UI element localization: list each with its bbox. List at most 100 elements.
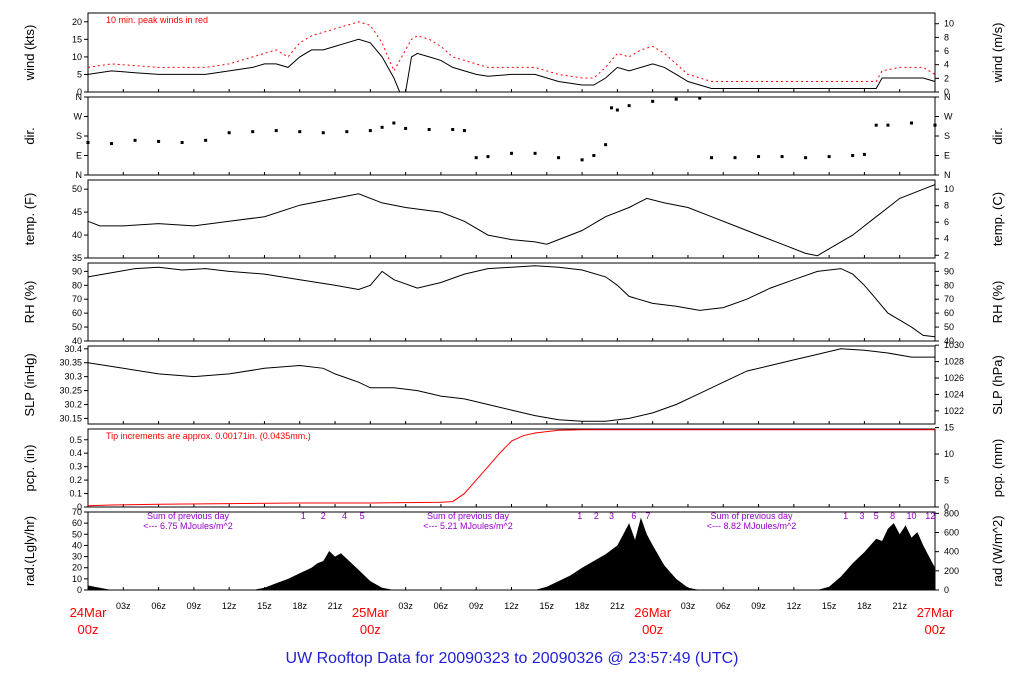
- x-hour-label: 18z: [292, 601, 307, 611]
- rad-hour-marker: 5: [360, 511, 365, 521]
- pcp-ytick-label: 0.2: [69, 475, 82, 485]
- rad-day-sum-title: Sum of previous day: [710, 511, 793, 521]
- pcp-y2tick-label: 10: [944, 449, 954, 459]
- x-hour-label: 06z: [716, 601, 731, 611]
- rh-y2tick-label: 80: [944, 280, 954, 290]
- dir-point: [651, 99, 655, 103]
- dir-y2tick-label: S: [944, 131, 950, 141]
- rad-hour-marker: 12: [925, 511, 935, 521]
- rh-y2tick-label: 90: [944, 266, 954, 276]
- wind-y2label: wind (m/s): [990, 23, 1005, 84]
- slp-y2tick-label: 1028: [944, 357, 964, 367]
- rad-ylabel: rad.(Lgly/hr): [22, 516, 37, 586]
- rad-day-sum-value: <--- 5.21 MJoules/m^2: [423, 521, 513, 531]
- temp-ytick-label: 35: [72, 253, 82, 263]
- dir-point: [862, 152, 866, 156]
- x-hour-label: 09z: [187, 601, 202, 611]
- slp-ytick-label: 30.3: [64, 372, 82, 382]
- slp-ytick-label: 30.35: [59, 358, 82, 368]
- rh-ylabel: RH (%): [22, 281, 37, 324]
- dir-point: [380, 125, 384, 129]
- temp-ytick-label: 50: [72, 184, 82, 194]
- temp-ylabel: temp. (F): [22, 193, 37, 246]
- dir-point: [510, 151, 513, 155]
- x-day-date: 27Mar: [917, 605, 955, 620]
- slp-ytick-label: 30.4: [64, 344, 82, 354]
- pcp-y2tick-label: 15: [944, 423, 954, 433]
- rad-hour-marker: 3: [860, 511, 865, 521]
- wind-ytick-label: 20: [72, 17, 82, 27]
- x-hour-label: 09z: [469, 601, 484, 611]
- pcp-ytick-label: 0: [77, 502, 82, 512]
- x-hour-label: 06z: [151, 601, 166, 611]
- slp-y2label: SLP (hPa): [990, 355, 1005, 415]
- dir-point: [133, 138, 137, 142]
- x-hour-label: 18z: [857, 601, 872, 611]
- rad-day-sum-title: Sum of previous day: [147, 511, 230, 521]
- wind-y2tick-label: 2: [944, 73, 949, 83]
- slp-line: [87, 348, 935, 422]
- dir-ytick-label: S: [76, 131, 82, 141]
- dir-point: [780, 155, 784, 159]
- rh-ytick-label: 50: [72, 322, 82, 332]
- pcp-ytick-label: 0.3: [69, 462, 82, 472]
- x-hour-label: 21z: [328, 601, 343, 611]
- rh-ytick-label: 70: [72, 294, 82, 304]
- dir-point: [580, 158, 584, 162]
- panel-temp: 35 40 45 50 2 4 6 8 10 temp. (F) temp. (C): [22, 179, 1005, 263]
- wind-ytick-label: 0: [77, 87, 82, 97]
- dir-point: [709, 156, 713, 160]
- wind-y2tick-label: 0: [944, 87, 949, 97]
- pcp-ytick-label: 0.4: [69, 448, 82, 458]
- x-hour-label: 12z: [504, 601, 519, 611]
- rad-y2tick-label: 400: [944, 547, 959, 557]
- x-day-date: 24Mar: [70, 605, 108, 620]
- dir-point: [804, 156, 808, 160]
- wind-y2tick-label: 10: [944, 19, 954, 29]
- x-day-time: 00z: [360, 622, 381, 637]
- slp-y2tick-label: 1024: [944, 389, 964, 399]
- rh-line: [87, 265, 936, 338]
- pcp-annotation: Tip increments are approx. 0.00171in. (0…: [106, 431, 311, 441]
- dir-point: [451, 128, 455, 131]
- temp-frame: [87, 179, 936, 259]
- dir-point: [321, 131, 325, 135]
- rh-y2tick-label: 70: [944, 294, 954, 304]
- wind-peak-line: [87, 21, 936, 82]
- rad-hour-marker: 10: [906, 511, 916, 521]
- dir-point: [486, 155, 490, 159]
- wind-line: [87, 38, 936, 93]
- rad-y2label: rad (W/m^2): [990, 515, 1005, 586]
- x-hour-label: 21z: [610, 601, 625, 611]
- slp-ylabel: SLP (inHg): [22, 353, 37, 416]
- rad-day-sum-title: Sum of previous day: [427, 511, 510, 521]
- x-day-time: 00z: [78, 622, 99, 637]
- rad-ytick-label: 50: [72, 529, 82, 539]
- rh-ytick-label: 60: [72, 308, 82, 318]
- dir-point: [627, 104, 631, 108]
- wind-ylabel: wind (kts): [22, 25, 37, 82]
- dir-point: [86, 141, 90, 144]
- dir-point: [674, 97, 678, 101]
- dir-y2tick-label: E: [944, 151, 950, 161]
- rad-ytick-label: 70: [72, 507, 82, 517]
- panel-slp: 30.15 30.2 30.25 30.3 30.35 30.4 1022 1024 1026 1…: [22, 340, 1005, 425]
- rad-ytick-label: 40: [72, 540, 82, 550]
- slp-y2tick-label: 1026: [944, 373, 964, 383]
- footer-title: UW Rooftop Data for 20090323 to 20090326…: [285, 650, 739, 667]
- x-hour-label: 03z: [681, 601, 696, 611]
- x-day-date: 26Mar: [634, 605, 672, 620]
- dir-point: [345, 130, 349, 134]
- x-hour-label: 03z: [116, 601, 131, 611]
- pcp-ytick-label: 0.5: [69, 435, 82, 445]
- slp-frame: [87, 345, 936, 425]
- rad-hour-marker: 2: [321, 511, 326, 521]
- rh-y2label: RH (%): [990, 281, 1005, 324]
- x-hour-label: 21z: [892, 601, 907, 611]
- rh-y2tick-label: 50: [944, 322, 954, 332]
- dir-point: [404, 126, 408, 130]
- dir-ytick-label: W: [74, 112, 83, 122]
- dir-ylabel: dir.: [22, 127, 37, 144]
- dir-point: [615, 108, 619, 112]
